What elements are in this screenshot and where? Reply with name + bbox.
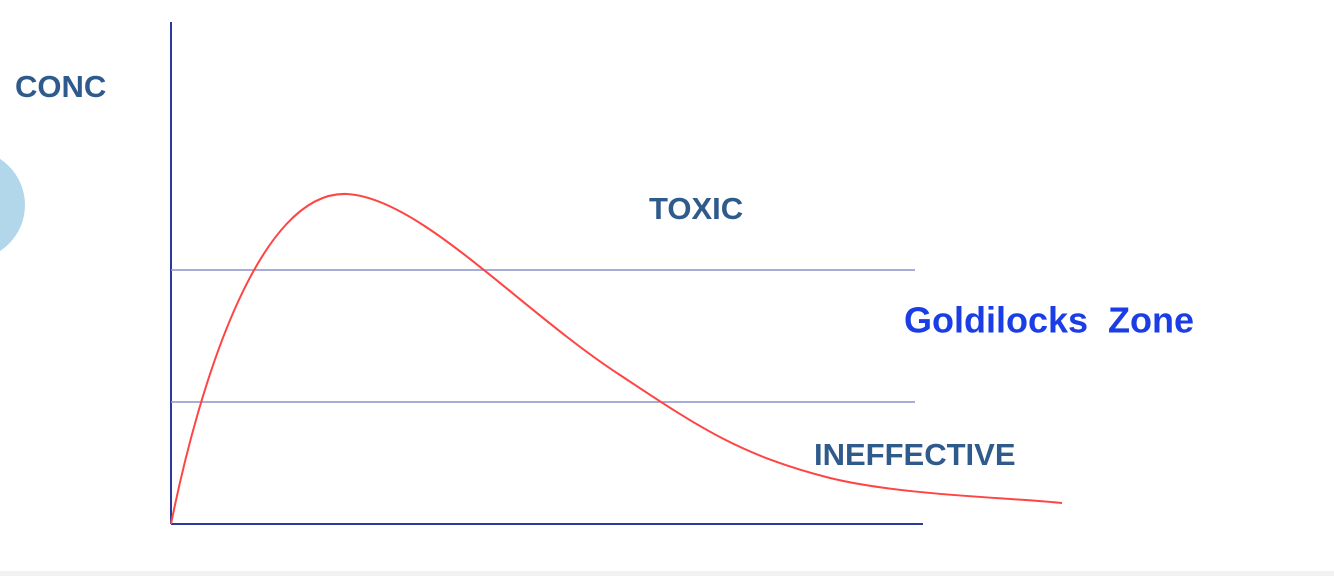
bottom-strip — [0, 571, 1334, 576]
ineffective-label: INEFFECTIVE — [814, 437, 1016, 472]
concentration-curve — [170, 192, 1063, 525]
goldilocks-label: Goldilocks Zone — [904, 300, 1194, 341]
toxic-label: TOXIC — [649, 191, 743, 226]
decor-circle — [0, 158, 25, 252]
y-axis-label: CONC — [15, 69, 106, 104]
